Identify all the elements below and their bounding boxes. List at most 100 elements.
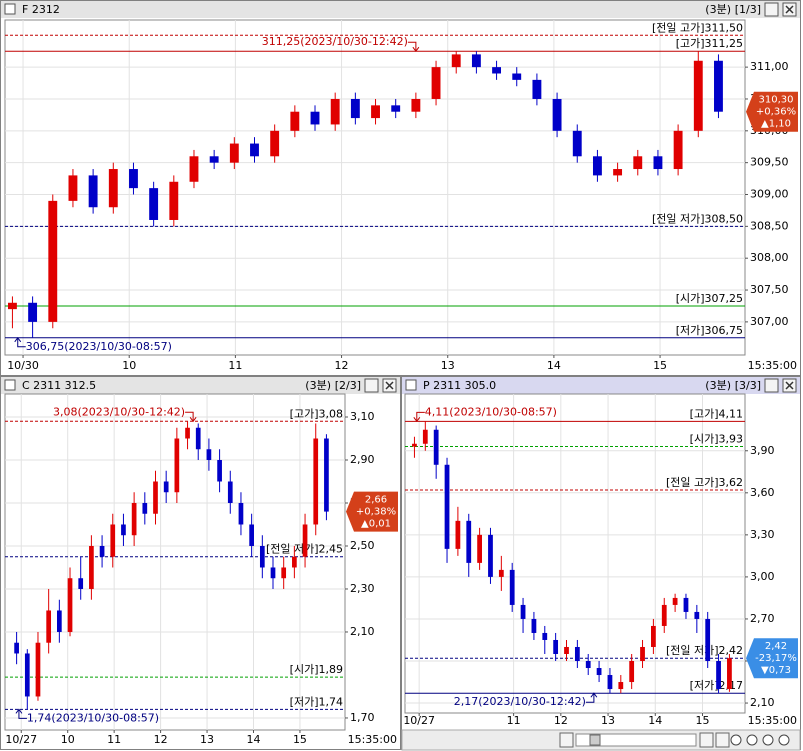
annotation-arrowhead xyxy=(413,417,421,423)
candle-body xyxy=(281,567,287,579)
candle-body xyxy=(618,682,624,690)
scroll-track[interactable] xyxy=(575,733,697,747)
candle-body xyxy=(88,175,98,208)
candle-body xyxy=(471,54,481,68)
candle-body xyxy=(661,604,667,626)
candle-body xyxy=(206,449,212,460)
candle-body xyxy=(564,646,569,654)
candle-body xyxy=(129,169,138,189)
checkbox[interactable] xyxy=(405,379,417,391)
maximize-button[interactable] xyxy=(364,378,379,393)
candle-body xyxy=(629,661,635,683)
candle-body xyxy=(371,105,380,119)
candle-body xyxy=(227,481,233,503)
toolbar-button[interactable] xyxy=(559,732,574,748)
title-bar xyxy=(402,377,800,394)
zoom-button[interactable] xyxy=(762,734,774,746)
maximize-button[interactable] xyxy=(764,2,779,17)
candle-body xyxy=(552,98,562,131)
candle-body xyxy=(259,545,265,568)
candle-body xyxy=(683,597,689,612)
title-bar xyxy=(1,377,400,394)
annotation-arrowhead xyxy=(14,336,22,343)
scroll-thumb[interactable] xyxy=(589,734,601,746)
level-label: [전일 고가]3,62 xyxy=(666,475,743,489)
checkbox[interactable] xyxy=(4,379,16,391)
candle-body xyxy=(78,578,84,589)
page-label: [1/3] xyxy=(735,3,761,16)
y-tick-label: 2,70 xyxy=(750,612,775,625)
zoom-button[interactable] xyxy=(778,734,790,746)
candle-body xyxy=(46,610,52,643)
x-tick-label: 13 xyxy=(200,733,214,746)
price-box-label: 2,66 xyxy=(365,495,387,506)
x-tick-label: 10/27 xyxy=(403,714,435,727)
x-tick-label: 11 xyxy=(107,733,121,746)
x-tick-label: 10 xyxy=(122,359,136,372)
y-tick-label: 308,50 xyxy=(750,219,789,232)
page-label: [3/3] xyxy=(735,379,761,392)
candle-body xyxy=(444,464,450,549)
candle-body xyxy=(727,658,732,690)
candle-body xyxy=(694,611,700,619)
candle-body xyxy=(149,188,159,220)
candle-body xyxy=(330,98,340,125)
y-tick-label: 309,00 xyxy=(750,188,789,201)
y-tick-label: 3,60 xyxy=(750,486,775,499)
price-box-label: 310,30 xyxy=(759,95,794,106)
panel-title: F 2312 xyxy=(22,3,60,16)
zoom-button[interactable] xyxy=(746,734,758,746)
candle-body xyxy=(56,610,62,632)
annotation-label: 311,25(2023/10/30-12:42) xyxy=(262,35,408,48)
candle-body xyxy=(270,567,276,579)
candle-body xyxy=(195,427,201,450)
candle-body xyxy=(553,639,559,654)
level-label: [고가]4,11 xyxy=(690,407,743,420)
price-box-label: +0,36% xyxy=(756,107,796,118)
candle-body xyxy=(238,502,244,525)
annotation-arrow xyxy=(185,411,194,422)
candle-body xyxy=(35,642,41,697)
annotation-label: 2,17(2023/10/30-12:42) xyxy=(454,695,586,708)
x-tick-label: 12 xyxy=(554,714,568,727)
candle-body xyxy=(131,502,137,536)
level-label: [고가]311,25 xyxy=(676,37,743,50)
candle-body xyxy=(7,302,17,310)
x-tick-label: 13 xyxy=(601,714,615,727)
candle-body xyxy=(302,524,308,557)
price-box-label: ▲1,10 xyxy=(761,119,791,130)
annotation-arrow xyxy=(18,709,27,719)
title-bar xyxy=(1,1,800,18)
zoom-button[interactable] xyxy=(730,734,742,746)
candle-body xyxy=(290,111,300,131)
x-tick-label: 14 xyxy=(547,359,561,372)
toolbar-button[interactable] xyxy=(715,732,730,748)
y-tick-label: 3,90 xyxy=(750,444,775,457)
candle-body xyxy=(250,143,259,157)
y-tick-label: 2,30 xyxy=(350,582,375,595)
checkbox[interactable] xyxy=(4,3,16,15)
candle-body xyxy=(650,625,656,647)
y-tick-label: 2,10 xyxy=(750,696,775,709)
annotation-arrow xyxy=(585,693,595,703)
y-tick-label: 307,00 xyxy=(750,315,789,328)
candle-body xyxy=(68,175,78,201)
candle-body xyxy=(67,578,73,632)
y-tick-label: 308,00 xyxy=(750,251,789,264)
price-box xyxy=(346,491,398,532)
price-box-label: 2,42 xyxy=(765,641,787,652)
candle-body xyxy=(189,156,199,182)
candle-body xyxy=(310,111,320,125)
close-icon xyxy=(785,381,794,390)
level-label: [저가]306,75 xyxy=(676,324,743,337)
level-label: [시가]307,25 xyxy=(676,292,743,305)
maximize-button[interactable] xyxy=(764,378,779,393)
candle-body xyxy=(431,67,441,99)
candle-body xyxy=(672,597,678,605)
candle-body xyxy=(492,67,502,74)
x-end-label: 15:35:00 xyxy=(348,733,397,746)
annotation-label: 4,11(2023/10/30-08:57) xyxy=(425,405,557,418)
toolbar-button[interactable] xyxy=(699,732,714,748)
candle-body xyxy=(572,130,582,157)
